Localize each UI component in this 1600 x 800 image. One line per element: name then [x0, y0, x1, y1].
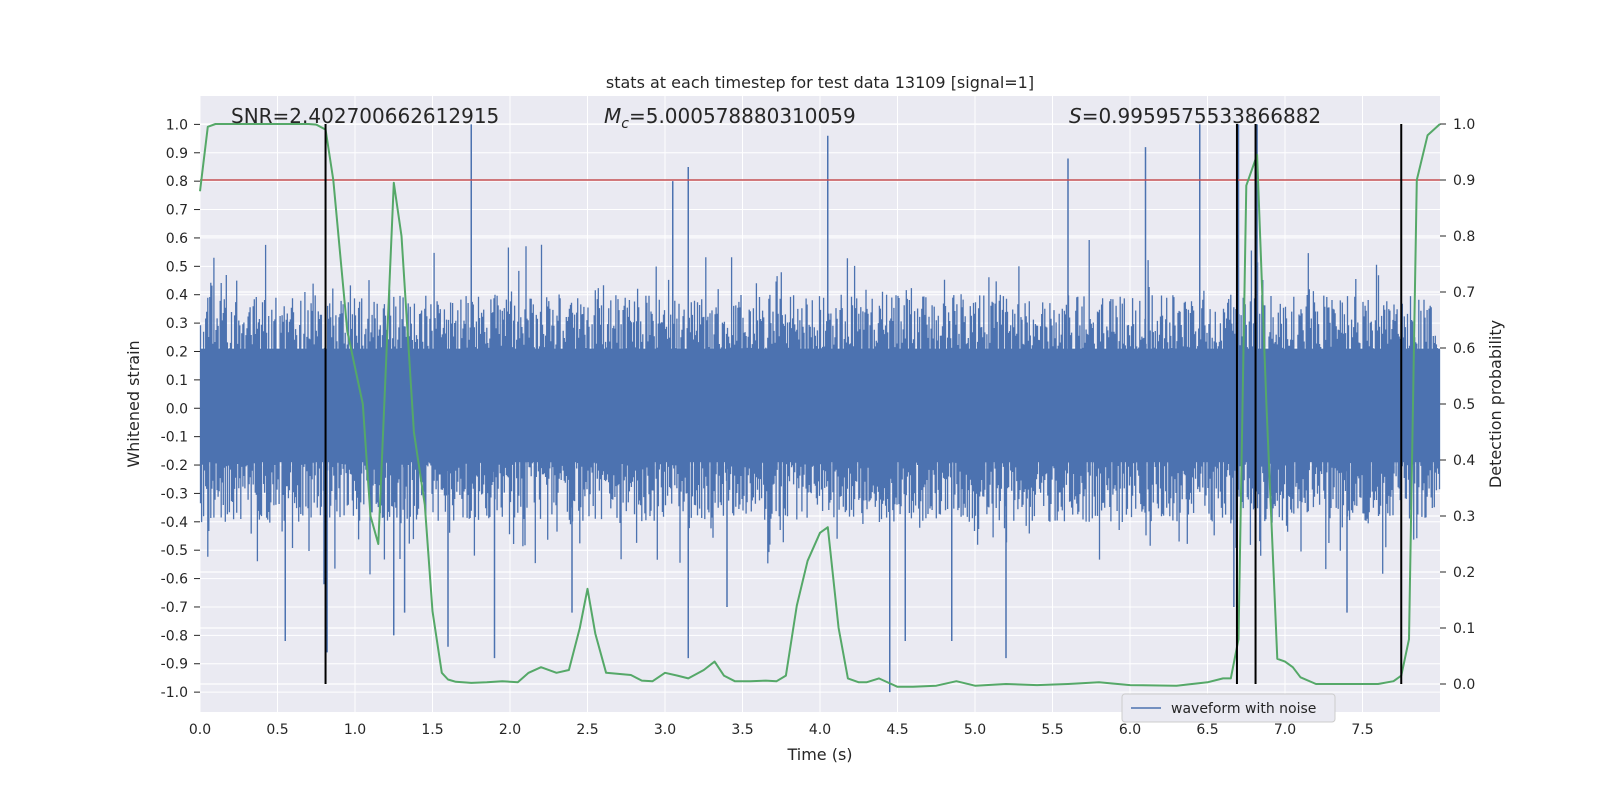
x-axis-label: Time (s): [786, 745, 852, 764]
chirp-mass-annotation: Mc=5.000578880310059: [604, 104, 856, 132]
x-tick-label: 1.0: [344, 722, 366, 738]
x-tick-label: 1.5: [421, 722, 443, 738]
y-right-tick-label: 0.1: [1453, 621, 1475, 637]
probability-layer: [199, 123, 1441, 688]
y-left-tick-labels: -1.0 -0.9 -0.8 -0.7 -0.6 -0.5 -0.4 -0.3 -0.2 -0.1…: [161, 117, 200, 701]
y-right-tick-label: 0.7: [1453, 285, 1475, 301]
x-tick-label: 3.5: [731, 722, 753, 738]
y-right-tick-labels: 0.0 0.1 0.2 0.3 0.4 0.5 0.6 0.7 0.8 0.9 1.0: [1440, 117, 1475, 693]
y-left-tick-label: -0.6: [161, 572, 188, 588]
y-right-tick-label: 0.4: [1453, 453, 1475, 469]
y-left-tick-label: -0.8: [161, 628, 188, 644]
y-left-axis-label: Whitened strain: [124, 340, 143, 467]
y-right-tick-label: 0.8: [1453, 229, 1475, 245]
x-tick-label: 7.5: [1351, 722, 1373, 738]
x-tick-labels: 0.0 0.5 1.0 1.5 2.0 2.5 3.0 3.5 4.0 4.5 5.0 5.5 6.0 6…: [189, 722, 1374, 738]
y-left-tick-label: -1.0: [161, 685, 188, 701]
y-right-tick-label: 0.0: [1453, 677, 1475, 693]
chirp-mass-value: =5.000578880310059: [629, 104, 856, 128]
s-symbol: S: [1069, 104, 1082, 128]
chart-title: stats at each timestep for test data 131…: [606, 73, 1034, 92]
x-tick-label: 4.0: [809, 722, 831, 738]
y-left-tick-label: 1.0: [166, 117, 188, 133]
y-left-tick-label: -0.1: [161, 430, 188, 446]
x-tick-label: 4.5: [886, 722, 908, 738]
y-right-axis-label: Detection probability: [1486, 320, 1505, 488]
x-tick-label: 3.0: [654, 722, 676, 738]
y-left-tick-label: -0.4: [161, 515, 188, 531]
snr-annotation: SNR=2.402700662612915: [231, 104, 499, 128]
x-tick-label: 5.0: [964, 722, 986, 738]
y-right-tick-label: 0.5: [1453, 397, 1475, 413]
chirp-mass-subscript: c: [621, 116, 629, 132]
x-tick-label: 6.5: [1196, 722, 1218, 738]
y-left-tick-label: 0.9: [166, 146, 188, 162]
y-left-tick-label: 0.2: [166, 344, 188, 360]
y-left-tick-label: 0.1: [166, 373, 188, 389]
chirp-mass-symbol: M: [604, 104, 621, 128]
x-tick-label: 2.5: [576, 722, 598, 738]
probability-line: [199, 123, 1441, 688]
y-left-tick-label: 0.4: [166, 288, 188, 304]
y-right-tick-label: 1.0: [1453, 117, 1475, 133]
y-left-tick-label: -0.2: [161, 458, 188, 474]
s-annotation: S=0.9959575533866882: [1069, 104, 1321, 128]
y-left-tick-label: -0.5: [161, 543, 188, 559]
y-left-tick-label: 0.3: [166, 316, 188, 332]
x-tick-label: 0.5: [266, 722, 288, 738]
y-left-tick-label: -0.7: [161, 600, 188, 616]
y-right-tick-label: 0.9: [1453, 173, 1475, 189]
y-left-tick-label: 0.8: [166, 174, 188, 190]
y-right-tick-label: 0.6: [1453, 341, 1475, 357]
event-lines-layer: [324, 124, 1403, 684]
y-left-tick-label: 0.7: [166, 203, 188, 219]
legend: waveform with noise: [1121, 693, 1336, 723]
y-left-tick-label: -0.3: [161, 486, 188, 502]
y-left-tick-label: 0.6: [166, 231, 188, 247]
y-right-tick-label: 0.2: [1453, 565, 1475, 581]
waveform-layer: [199, 124, 1441, 693]
s-value: =0.9959575533866882: [1082, 104, 1321, 128]
y-left-tick-label: 0.5: [166, 259, 188, 275]
legend-box: [1121, 693, 1336, 723]
x-tick-label: 7.0: [1274, 722, 1296, 738]
x-tick-label: 6.0: [1119, 722, 1141, 738]
y-right-tick-label: 0.3: [1453, 509, 1475, 525]
y-left-tick-label: 0.0: [166, 401, 188, 417]
x-tick-label: 5.5: [1041, 722, 1063, 738]
y-left-tick-label: -0.9: [161, 657, 188, 673]
x-tick-label: 2.0: [499, 722, 521, 738]
legend-waveform-label: waveform with noise: [1171, 701, 1316, 717]
x-tick-label: 0.0: [189, 722, 211, 738]
